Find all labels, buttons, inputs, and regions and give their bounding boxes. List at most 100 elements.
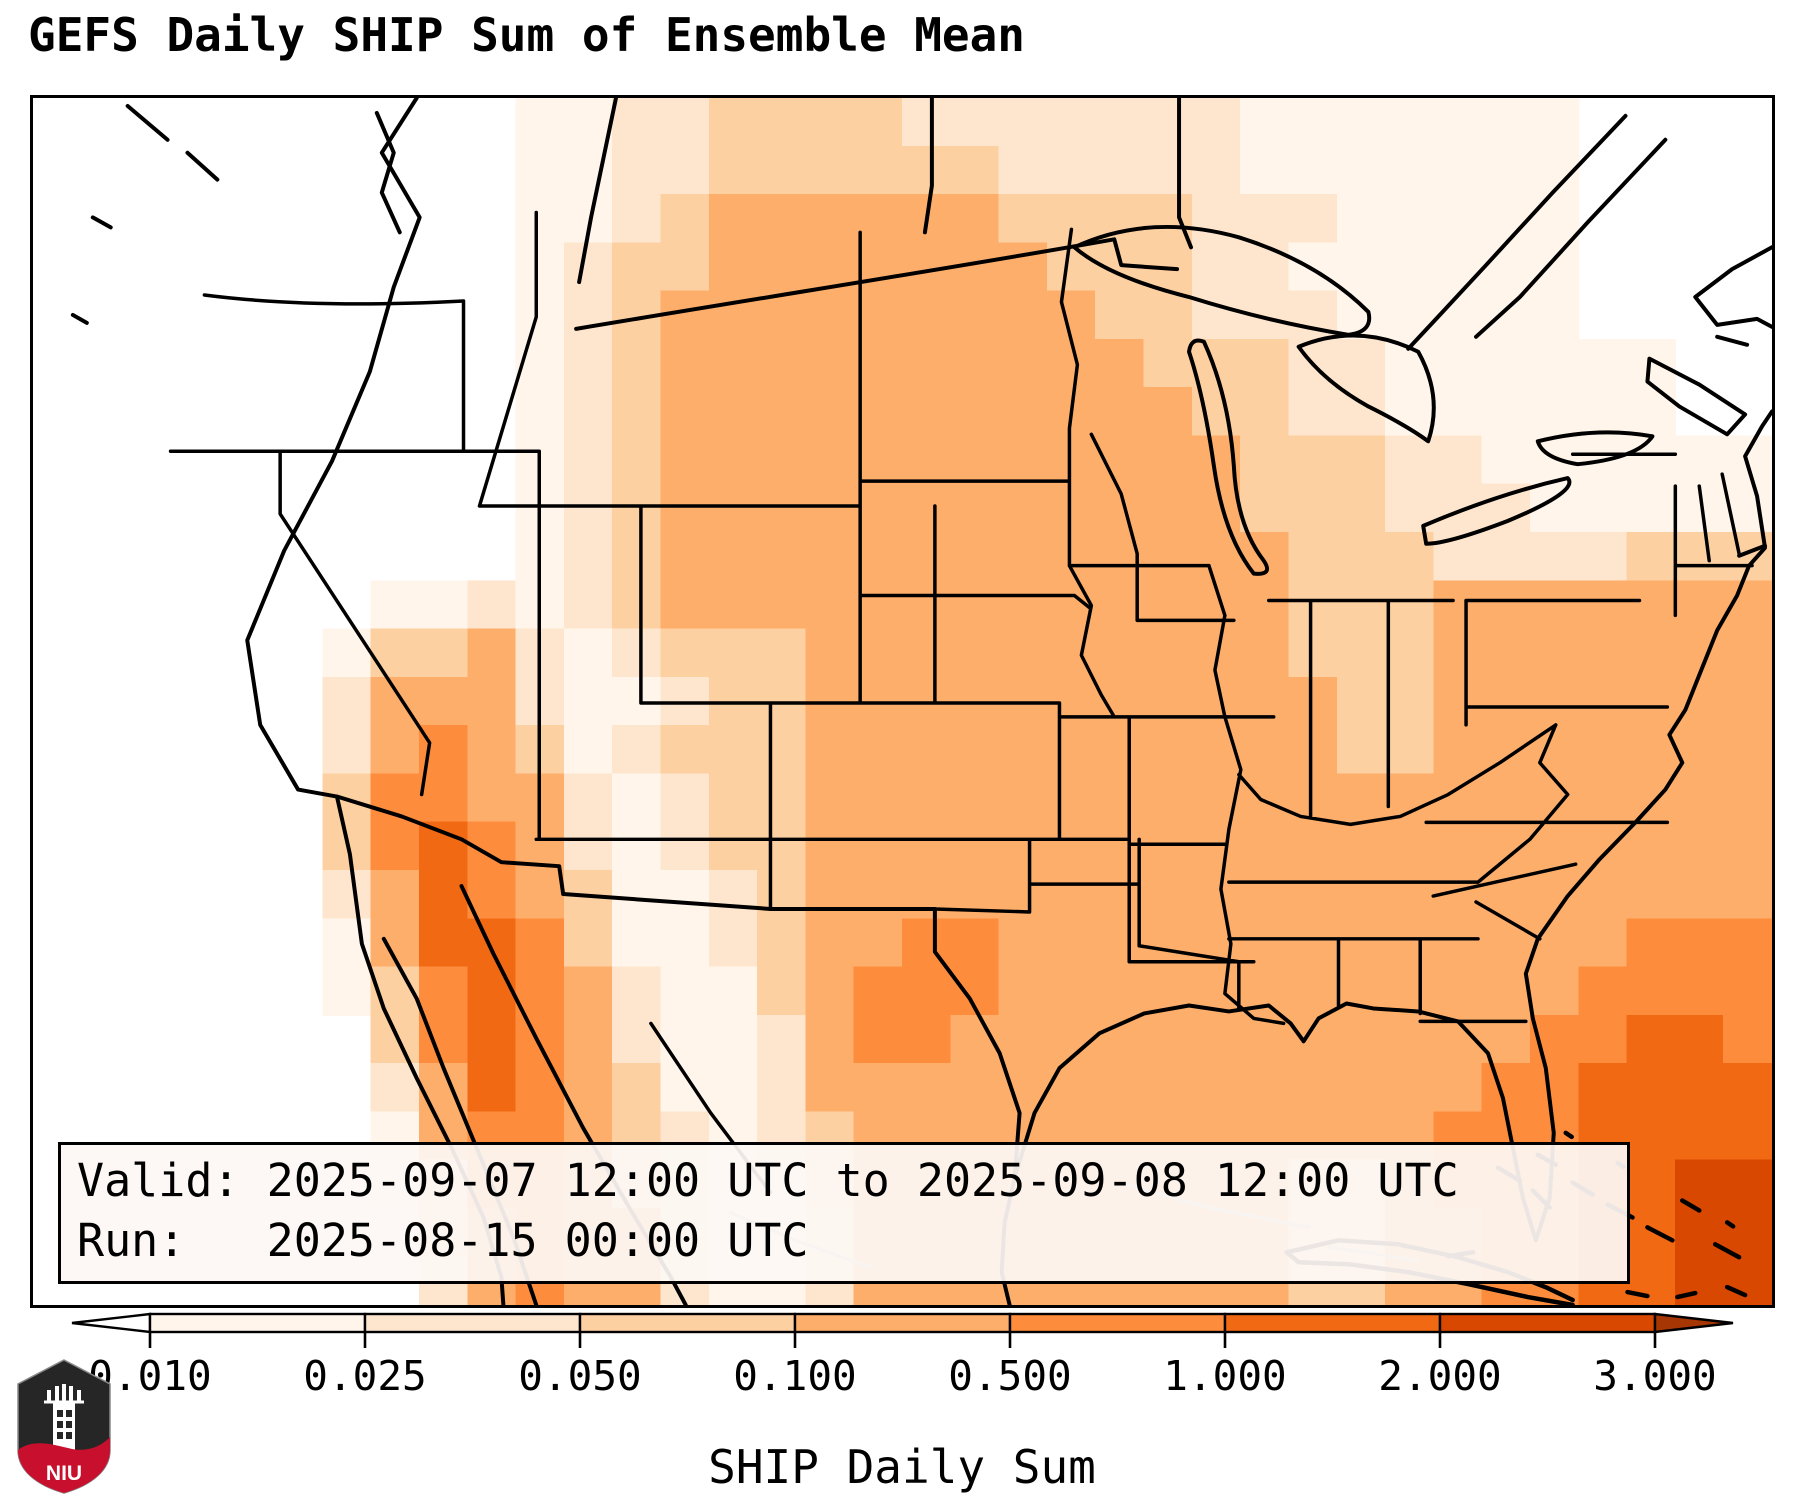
heatmap-cell	[660, 580, 710, 630]
heatmap-cell	[322, 918, 372, 968]
heatmap-cell	[1095, 1063, 1145, 1113]
heatmap-cell	[902, 773, 952, 823]
heatmap-cell	[1481, 532, 1531, 582]
heatmap-cell	[1578, 966, 1628, 1016]
heatmap-cell	[1626, 483, 1676, 534]
heatmap-cell	[998, 628, 1048, 678]
heatmap-cell	[757, 580, 807, 630]
heatmap-cell	[660, 966, 710, 1016]
heatmap-cell	[950, 435, 1000, 485]
heatmap-cell	[1288, 98, 1338, 147]
heatmap-cell	[1143, 725, 1193, 775]
heatmap-cell	[1240, 725, 1290, 775]
heatmap-cell	[1529, 580, 1580, 630]
heatmap-cell	[902, 435, 952, 485]
heatmap-cell	[1578, 532, 1628, 582]
heatmap-cell	[1046, 532, 1097, 582]
heatmap-cell	[1433, 966, 1483, 1016]
colorbar-segment	[1438, 1312, 1657, 1334]
heatmap-cell	[1191, 145, 1242, 196]
heatmap-cell	[998, 483, 1048, 534]
heatmap-cell	[612, 1063, 662, 1113]
heatmap-cell	[1288, 387, 1338, 437]
heatmap-cell	[1095, 98, 1145, 147]
heatmap-cell	[1433, 242, 1483, 292]
heatmap-cell	[1481, 338, 1531, 389]
heatmap-cell	[853, 290, 903, 340]
heatmap-cell	[1191, 242, 1242, 292]
heatmap-cell	[1046, 725, 1097, 775]
heatmap-cell	[1288, 242, 1338, 292]
heatmap-cell	[998, 194, 1048, 244]
heatmap-cell	[1240, 145, 1290, 196]
heatmap-cell	[1578, 628, 1628, 678]
cape-cod	[1737, 543, 1768, 558]
heatmap-cell	[1240, 628, 1290, 678]
heatmap-cell	[805, 773, 855, 823]
heatmap-cell	[1385, 435, 1435, 485]
heatmap-cell	[660, 338, 710, 389]
colorbar-tick-label: 1.000	[1163, 1352, 1287, 1400]
heatmap-cell	[515, 966, 565, 1016]
heatmap-cell	[1385, 966, 1435, 1016]
heatmap-cell	[1626, 1207, 1676, 1258]
heatmap-cell	[805, 580, 855, 630]
heatmap-cell	[902, 145, 952, 196]
heatmap-cell	[1046, 290, 1097, 340]
heatmap-cell	[1481, 725, 1531, 775]
heatmap-cell	[660, 242, 710, 292]
heatmap-cell	[467, 966, 517, 1016]
heatmap-cell	[1723, 1063, 1772, 1113]
heatmap-cell	[1046, 98, 1097, 147]
heatmap-cell	[902, 338, 952, 389]
heatmap-cell	[1626, 1014, 1676, 1065]
heatmap-cell	[1240, 98, 1290, 147]
heatmap-cell	[708, 628, 759, 678]
heatmap-cell	[1723, 869, 1772, 920]
heatmap-cell	[370, 628, 420, 678]
heatmap-cell	[853, 338, 903, 389]
heatmap-cell	[612, 918, 662, 968]
heatmap-cell	[1723, 1159, 1772, 1209]
heatmap-cell	[467, 1063, 517, 1113]
heatmap-cell	[612, 435, 662, 485]
heatmap-cell	[660, 1014, 710, 1065]
heatmap-cell	[1626, 821, 1676, 871]
heatmap-cell	[1046, 869, 1097, 920]
heatmap-cell	[322, 725, 372, 775]
heatmap-cell	[1288, 580, 1338, 630]
heatmap-cell	[370, 869, 420, 920]
heatmap-cell	[853, 483, 903, 534]
colorbar-under-arrow	[71, 1312, 152, 1334]
heatmap-cell	[418, 821, 469, 871]
heatmap-cell	[1046, 435, 1097, 485]
niu-red-band	[18, 1437, 110, 1493]
heatmap-cell	[1578, 387, 1628, 437]
heatmap-cell	[1433, 725, 1483, 775]
heatmap-cell	[1288, 821, 1338, 871]
puget-sound	[70, 103, 402, 325]
heatmap-cell	[1143, 580, 1193, 630]
heatmap-cell	[563, 725, 614, 775]
heatmap-cell	[563, 435, 614, 485]
heatmap-cell	[950, 773, 1000, 823]
heatmap-cell	[1288, 145, 1338, 196]
heatmap-cell	[515, 98, 565, 147]
heatmap-cell	[902, 1063, 952, 1113]
heatmap-cell	[1578, 1063, 1628, 1113]
heatmap-cell	[515, 1063, 565, 1113]
heatmap-cell	[853, 387, 903, 437]
heatmap-cell	[805, 194, 855, 244]
heatmap-cell	[660, 918, 710, 968]
heatmap-cell	[708, 98, 759, 147]
heatmap-cell	[1240, 387, 1290, 437]
heatmap-cell	[1626, 1256, 1676, 1305]
heatmap-cell	[322, 628, 372, 678]
heatmap-cell	[1095, 387, 1145, 437]
heatmap-cell	[1385, 98, 1435, 147]
heatmap-cell	[1240, 242, 1290, 292]
heatmap-cell	[612, 532, 662, 582]
colorbar-tick-label: 0.500	[948, 1352, 1072, 1400]
heatmap-cell	[1191, 869, 1242, 920]
run-text: Run: 2025-08-15 00:00 UTC	[77, 1214, 809, 1267]
